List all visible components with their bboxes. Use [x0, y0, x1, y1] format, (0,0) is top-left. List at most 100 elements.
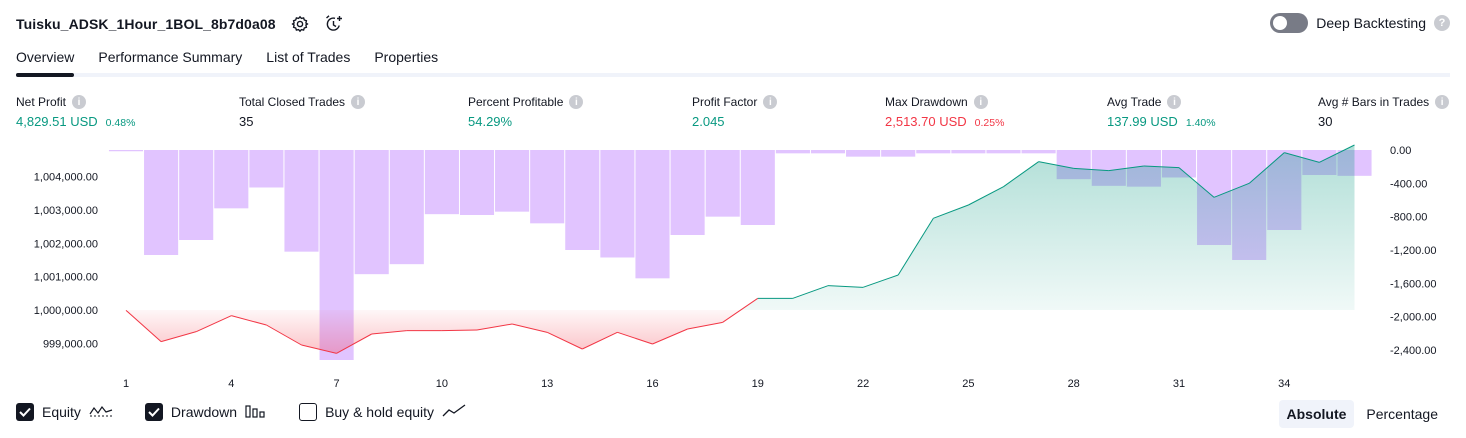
- equity-segment: [827, 285, 864, 288]
- stat-percent-profitable: Percent Profitable i 54.29%: [468, 94, 584, 129]
- equity-segment: [476, 323, 513, 331]
- equity-segment: [1213, 182, 1250, 198]
- drawdown-bar: [951, 150, 986, 154]
- drawdown-bar: [144, 150, 179, 255]
- equity-area: [126, 145, 1355, 354]
- drawdown-bar: [389, 150, 424, 265]
- trade-tick-label: 28: [1068, 378, 1080, 390]
- help-icon[interactable]: ?: [1434, 15, 1450, 31]
- drawdown-checkbox[interactable]: [144, 403, 163, 421]
- stat-label: Avg Trade: [1107, 95, 1162, 109]
- stat-value: 54.29%: [468, 114, 513, 129]
- percentage-button[interactable]: Percentage: [1366, 406, 1438, 422]
- equity-tick-label: 999,000.00: [43, 338, 98, 350]
- equity-segment: [722, 297, 759, 323]
- stat-label: Profit Factor: [692, 95, 758, 109]
- stat-total-closed-trades: Total Closed Trades i 35: [239, 94, 366, 129]
- equity-segment: [792, 285, 829, 299]
- equity-segment: [617, 331, 653, 345]
- equity-segment: [301, 344, 337, 354]
- info-icon[interactable]: i: [973, 95, 988, 109]
- deep-backtesting-toggle[interactable]: [1270, 13, 1309, 33]
- equity-tick-label: 1,003,000.00: [34, 205, 98, 217]
- trade-tick-label: 25: [962, 378, 974, 390]
- drawdown-bar: [740, 150, 775, 225]
- stat-percent: 1.40%: [1185, 117, 1216, 129]
- stat-label: Total Closed Trades: [239, 95, 346, 109]
- tab-properties[interactable]: Properties: [374, 49, 439, 65]
- stat-max-drawdown: Max Drawdown i 2,513.70 USD 0.25%: [885, 94, 1004, 129]
- legend-drawdown[interactable]: Drawdown: [144, 403, 267, 421]
- legend-equity[interactable]: Equity: [16, 403, 113, 421]
- trade-tick-label: 1: [123, 378, 129, 390]
- equity-loss-area: [126, 310, 1355, 354]
- drawdown-tick-label: -400.00: [1390, 178, 1427, 190]
- drawdown-tick-label: -2,400.00: [1390, 345, 1436, 357]
- trade-tick-label: 34: [1278, 378, 1290, 390]
- drawdown-bar: [986, 150, 1021, 154]
- info-icon[interactable]: i: [72, 95, 87, 109]
- stat-percent: 0.48%: [105, 117, 136, 129]
- drawdown-bar: [214, 150, 249, 209]
- equity-segment: [1003, 161, 1039, 188]
- buy-hold-line-icon: [442, 403, 466, 421]
- equity-segment: [1319, 144, 1355, 163]
- equity-segment: [441, 329, 478, 332]
- alarm-clock-plus-icon[interactable]: [324, 14, 344, 34]
- equity-segment: [1073, 167, 1109, 172]
- deep-backtesting: Deep Backtesting ?: [1270, 13, 1450, 33]
- equity-segment: [933, 204, 969, 219]
- info-icon[interactable]: i: [569, 95, 584, 109]
- drawdown-bar: [565, 150, 600, 250]
- tab-overview[interactable]: Overview: [16, 47, 75, 77]
- stat-percent: 0.25%: [974, 117, 1005, 129]
- info-icon[interactable]: i: [1167, 95, 1182, 109]
- info-icon[interactable]: i: [763, 95, 778, 109]
- absolute-button[interactable]: Absolute: [1278, 400, 1355, 428]
- equity-segment: [1178, 167, 1215, 198]
- drawdown-tick-label: -1,200.00: [1390, 245, 1436, 257]
- drawdown-bar: [354, 150, 389, 275]
- equity-tick-label: 1,004,000.00: [34, 172, 98, 184]
- buy-hold-checkbox[interactable]: [299, 403, 318, 421]
- drawdown-bar: [179, 150, 214, 240]
- equity-segment: [195, 315, 232, 333]
- drawdown-bar: [881, 150, 916, 157]
- tab-performance-summary[interactable]: Performance Summary: [98, 49, 243, 65]
- equity-segment: [687, 321, 723, 330]
- drawdown-bar: [705, 150, 740, 217]
- drawdown-tick-label: -2,000.00: [1390, 312, 1436, 324]
- trade-tick-label: 22: [857, 378, 869, 390]
- equity-drawdown-chart[interactable]: 999,000.00 1,000,000.00 1,001,000.00 1,002,…: [0, 140, 1466, 395]
- drawdown-bar: [1021, 150, 1056, 154]
- gear-icon[interactable]: [290, 14, 310, 34]
- trade-tick-label: 7: [334, 378, 340, 390]
- report-header: Tuisku_ADSK_1Hour_1BOL_8b7d0a08: [16, 12, 344, 36]
- drawdown-bar: [459, 150, 495, 215]
- equity-segment: [371, 330, 407, 335]
- trade-tick-label: 19: [752, 378, 764, 390]
- info-icon[interactable]: i: [351, 95, 366, 109]
- strategy-title: Tuisku_ADSK_1Hour_1BOL_8b7d0a08: [16, 16, 276, 32]
- equity-segment: [160, 331, 197, 343]
- drawdown-bar: [108, 150, 144, 152]
- trade-number-axis: 1 4 7 10 13 16 19 22 25 28 31 34: [123, 378, 1290, 390]
- tab-list-of-trades[interactable]: List of Trades: [266, 49, 351, 65]
- drawdown-bar: [846, 150, 881, 157]
- equity-segment: [546, 331, 583, 350]
- drawdown-tick-label: -1,600.00: [1390, 278, 1436, 290]
- report-tabs: Overview Performance Summary List of Tra…: [16, 47, 1450, 77]
- trade-tick-label: 4: [228, 378, 234, 390]
- legend-buy-hold[interactable]: Buy & hold equity: [299, 403, 466, 421]
- equity-checkbox[interactable]: [16, 403, 34, 421]
- equity-segment: [511, 323, 548, 333]
- chart-legend: Equity Drawdown Buy & hold equity: [16, 403, 466, 421]
- equity-segment: [582, 331, 618, 350]
- stat-value: 4,829.51 USD: [16, 114, 98, 129]
- trade-tick-label: 10: [436, 378, 448, 390]
- trade-tick-label: 31: [1173, 378, 1185, 390]
- equity-tick-label: 1,002,000.00: [34, 238, 98, 250]
- info-icon[interactable]: i: [1435, 95, 1450, 109]
- trade-tick-label: 16: [646, 378, 658, 390]
- equity-line: [125, 144, 1355, 354]
